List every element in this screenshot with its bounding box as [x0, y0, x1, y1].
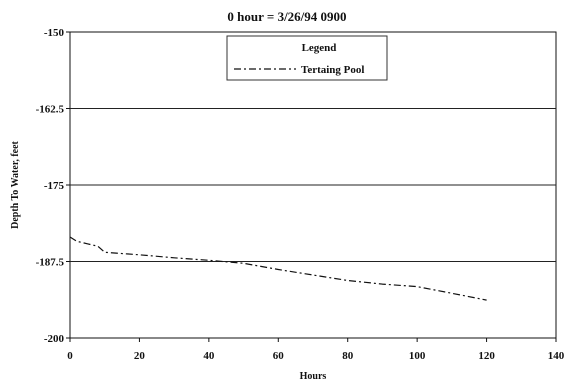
- x-axis: 0 20 40 60 80 100 120 140: [67, 338, 565, 362]
- chart-title: 0 hour = 3/26/94 0900: [227, 9, 346, 24]
- y-tick-label: -175: [44, 180, 65, 192]
- y-axis-label: Depth To Water, feet: [10, 140, 21, 228]
- x-tick-label: 20: [134, 350, 146, 362]
- grid-lines: [70, 108, 556, 262]
- y-axis: -150 -162.5 -175 -187.5 -200: [36, 27, 70, 345]
- series-group: [69, 236, 487, 301]
- legend-box: [226, 35, 388, 81]
- x-tick-label: 0: [67, 350, 73, 362]
- x-axis-label: Hours: [300, 371, 327, 382]
- x-tick-label: 80: [342, 350, 354, 362]
- y-tick-label: -187.5: [36, 257, 65, 269]
- x-tick-label: 40: [203, 350, 215, 362]
- y-tick-label: -162.5: [36, 104, 65, 116]
- x-tick-label: 60: [273, 350, 285, 362]
- plot-area: -150 -162.5 -175 -187.5 -200 0 20 40 60 80 100 120…: [36, 27, 565, 362]
- legend: Legend Tertaing Pool: [226, 35, 388, 81]
- y-tick-label: -150: [44, 27, 65, 39]
- x-tick-label: 100: [409, 350, 426, 362]
- x-tick-label: 140: [548, 350, 565, 362]
- legend-entry-tertaing-pool: Tertaing Pool: [301, 64, 364, 76]
- y-tick-label: -200: [44, 333, 65, 345]
- x-tick-label: 120: [478, 350, 495, 362]
- series-line-tertaing-pool: [69, 236, 487, 301]
- legend-title: Legend: [302, 42, 337, 54]
